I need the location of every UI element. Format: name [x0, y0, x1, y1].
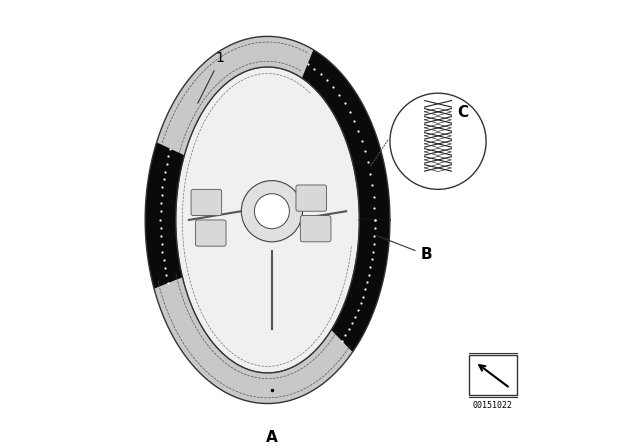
- Circle shape: [241, 181, 303, 242]
- Ellipse shape: [176, 67, 359, 373]
- Circle shape: [255, 194, 289, 228]
- PathPatch shape: [145, 36, 390, 404]
- FancyBboxPatch shape: [296, 185, 326, 211]
- Text: B: B: [377, 236, 432, 263]
- Circle shape: [390, 93, 486, 190]
- FancyBboxPatch shape: [191, 190, 221, 215]
- PathPatch shape: [332, 220, 390, 352]
- Text: C: C: [458, 105, 468, 120]
- Text: 00151022: 00151022: [473, 401, 513, 410]
- Text: A: A: [266, 430, 278, 445]
- FancyBboxPatch shape: [195, 220, 226, 246]
- PathPatch shape: [302, 50, 390, 220]
- Bar: [468, 355, 516, 395]
- PathPatch shape: [145, 142, 184, 289]
- Text: 1: 1: [198, 52, 225, 103]
- FancyBboxPatch shape: [300, 215, 331, 242]
